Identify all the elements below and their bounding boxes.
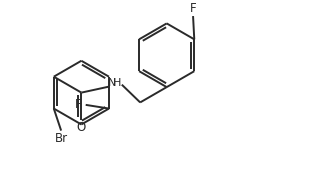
Text: F: F: [74, 98, 81, 111]
Text: H: H: [113, 78, 121, 88]
Text: Br: Br: [55, 132, 68, 145]
Text: O: O: [77, 121, 86, 134]
Text: F: F: [190, 2, 196, 15]
Text: N: N: [108, 78, 116, 88]
